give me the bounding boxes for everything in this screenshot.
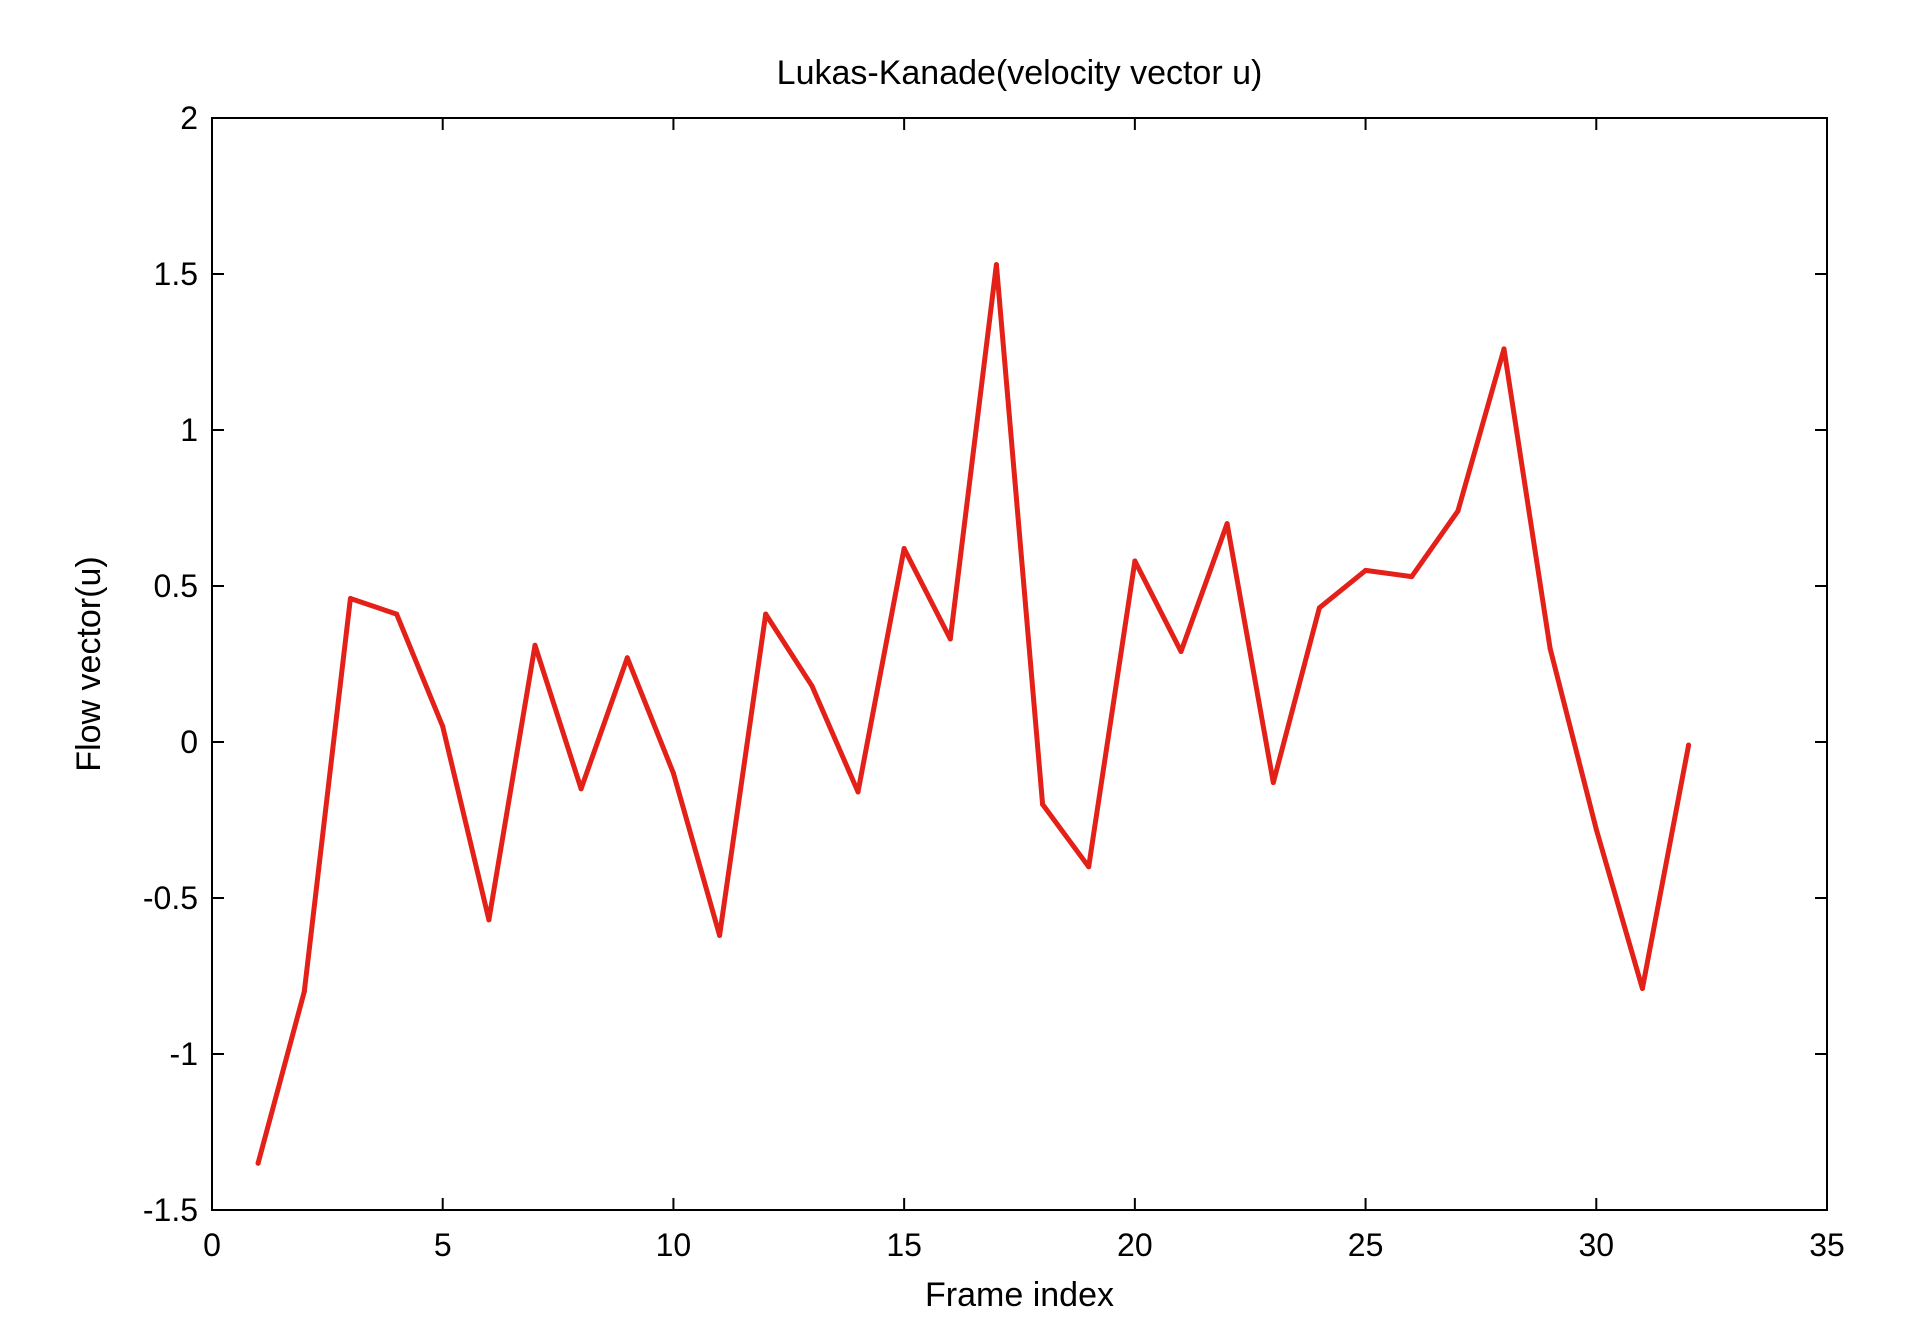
x-tick-label: 0 — [203, 1227, 221, 1263]
y-axis-label: Flow vector(u) — [70, 556, 108, 771]
y-tick-label: -1.5 — [143, 1192, 198, 1228]
axis-tick-labels: 0 5 10 15 20 25 30 35 -1.5 -1 -0.5 0 0.5 1 1.5 2 — [143, 100, 1845, 1263]
data-point — [394, 611, 400, 617]
x-tick-label: 20 — [1117, 1227, 1153, 1263]
data-point — [670, 770, 676, 776]
x-tick-label: 30 — [1578, 1227, 1614, 1263]
data-point — [1040, 801, 1046, 807]
data-point — [1132, 558, 1138, 564]
data-point — [1455, 508, 1461, 514]
data-point — [301, 989, 307, 995]
chart-title: Lukas-Kanade(velocity vector u) — [777, 54, 1263, 92]
x-tick-label: 35 — [1809, 1227, 1845, 1263]
data-point — [347, 595, 353, 601]
y-tick-label: 0 — [180, 724, 198, 760]
data-point — [1639, 985, 1645, 991]
x-tick-label: 5 — [434, 1227, 452, 1263]
data-point — [717, 932, 723, 938]
data-point — [809, 683, 815, 689]
plot-area — [211, 117, 1828, 1211]
data-point — [255, 1160, 261, 1166]
data-point — [1270, 780, 1276, 786]
data-point — [1224, 521, 1230, 527]
x-tick-label: 10 — [656, 1227, 692, 1263]
y-tick-label: -1 — [170, 1036, 198, 1072]
data-point — [1409, 574, 1415, 580]
data-point — [1178, 649, 1184, 655]
data-point — [1686, 742, 1692, 748]
data-point — [624, 655, 630, 661]
data-point — [993, 262, 999, 268]
data-point — [1316, 605, 1322, 611]
series-line — [255, 262, 1692, 1166]
data-point — [855, 789, 861, 795]
data-point — [486, 917, 492, 923]
data-point — [440, 723, 446, 729]
y-tick-label: 1.5 — [154, 256, 198, 292]
x-tick-label: 15 — [886, 1227, 922, 1263]
data-point — [1086, 864, 1092, 870]
data-point — [901, 546, 907, 552]
data-point — [578, 786, 584, 792]
y-tick-label: -0.5 — [143, 880, 198, 916]
data-point — [1363, 567, 1369, 573]
data-point — [763, 611, 769, 617]
y-tick-label: 1 — [180, 412, 198, 448]
x-tick-label: 25 — [1348, 1227, 1384, 1263]
series-layer — [255, 262, 1692, 1166]
data-point — [532, 642, 538, 648]
x-axis-label: Frame index — [925, 1276, 1114, 1314]
data-point — [1501, 346, 1507, 352]
data-point — [1593, 826, 1599, 832]
y-tick-label: 2 — [180, 100, 198, 136]
y-tick-label: 0.5 — [154, 568, 198, 604]
axis-ticks — [211, 117, 1828, 1211]
data-point — [1547, 645, 1553, 651]
data-point — [947, 636, 953, 642]
